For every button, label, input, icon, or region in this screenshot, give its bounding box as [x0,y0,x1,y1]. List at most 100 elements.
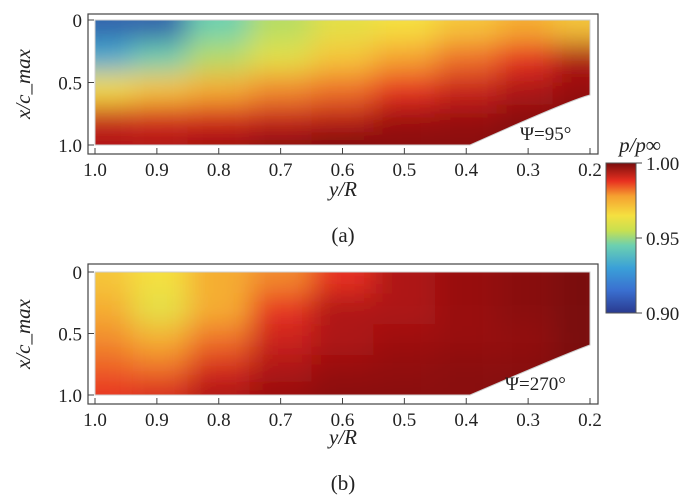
heatmap-cell [249,380,312,395]
x-tick-label: 0.5 [393,410,417,431]
y-axis-label-a: x/c_max [11,48,35,120]
x-tick-label: 0.7 [269,410,293,431]
heatmap-cell [552,20,590,42]
y-tick-label: 1.0 [58,386,82,407]
heatmap-cell [311,293,374,325]
heatmap-cell [552,73,590,105]
heatmap-cell [187,41,250,74]
heatmap-cell [249,324,312,356]
heatmap-cell [373,130,436,145]
x-tick-label: 0.9 [145,410,169,431]
heatmap-cell [497,20,553,42]
heatmap-cell [249,20,312,42]
heatmap-cell [373,41,436,74]
x-tick-label: 0.5 [393,160,417,181]
heatmap-cell [187,380,250,395]
heatmap-cell [497,41,553,74]
x-tick-label: 0.9 [145,160,169,181]
heatmap-cell [435,293,498,325]
heatmap-cell [311,20,374,42]
heatmap-cell [373,380,436,395]
heatmap-cell [435,104,498,131]
heatmap-cell [249,130,312,145]
heatmap-cell [373,73,436,105]
heatmap-cell [132,355,188,381]
heatmap-cell [373,355,436,381]
heatmap-cell [435,20,498,42]
heatmap-cell [132,73,188,105]
x-tick-label: 1.0 [83,410,107,431]
colorbar-label: p/p∞ [617,133,661,157]
heatmap-cell [311,104,374,131]
colorbar-tick-label: 0.95 [646,229,679,250]
heatmap-cell [95,41,133,74]
heatmap-cell [95,324,133,356]
x-tick-label: 0.4 [454,410,478,431]
heatmap-cell [249,272,312,294]
x-axis-label-b: y/R [327,425,357,449]
heatmap-cell [373,104,436,131]
annotation-a: Ψ=95° [520,124,571,145]
x-tick-label: 0.2 [578,160,602,181]
heatmap-cell [435,41,498,74]
heatmap-cell [249,355,312,381]
x-tick-label: 0.6 [331,160,355,181]
heatmap-cell [435,324,498,356]
heatmap-cell [552,272,590,294]
heatmap-cell [552,324,590,356]
heatmap-cell [373,272,436,294]
heatmap-cell [132,324,188,356]
heatmap-b [95,272,590,395]
colorbar-tick-label: 1.00 [646,154,679,175]
heatmap-cell [435,355,498,381]
heatmap-cell [95,380,133,395]
heatmap-cell [311,355,374,381]
heatmap-cell [95,293,133,325]
y-tick-label: 0 [73,11,83,32]
heatmap-cell [311,324,374,356]
colorbar-gradient [605,162,637,314]
heatmap-a [95,20,590,145]
panel-a: 1.0 0.9 0.8 0.7 0.6 0.5 0.4 0.3 0.2 0 0.5 1.0 Ψ=95… [11,11,602,247]
heatmap-cell [187,130,250,145]
heatmap-cell [95,104,133,131]
x-tick-label: 0.6 [331,410,355,431]
heatmap-cell [95,272,133,294]
x-tick-label: 0.8 [207,160,231,181]
x-tick-label: 0.7 [269,160,293,181]
heatmap-cell [373,293,436,325]
heatmap-cell [311,272,374,294]
heatmap-cell [187,104,250,131]
heatmap-cell [132,130,188,145]
y-ticks-a: 0 0.5 1.0 [58,11,94,157]
x-tick-label: 0.3 [516,410,540,431]
heatmap-cell [497,293,553,325]
x-tick-label: 0.2 [578,410,602,431]
heatmap-cell [132,104,188,131]
heatmap-cell [435,272,498,294]
heatmap-cell [435,73,498,105]
x-ticks-b: 1.0 0.9 0.8 0.7 0.6 0.5 0.4 0.3 0.2 [83,398,602,431]
heatmap-cell [311,41,374,74]
heatmap-cell [497,324,553,356]
y-axis-label-b: x/c_max [11,298,35,370]
x-tick-label: 0.4 [454,160,478,181]
heatmap-cell [187,293,250,325]
heatmap-cell [497,272,553,294]
heatmap-cell [373,324,436,356]
heatmap-cell [187,355,250,381]
heatmap-cell [132,380,188,395]
y-tick-label: 1.0 [58,136,82,157]
heatmap-cell [95,130,133,145]
colorbar-tick-label: 0.90 [646,304,679,325]
heatmap-cell [311,380,374,395]
heatmap-cell [132,20,188,42]
heatmap-cell [311,73,374,105]
heatmap-cell [249,293,312,325]
heatmap-cell [552,293,590,325]
heatmap-cell [187,272,250,294]
heatmap-cell [132,293,188,325]
y-ticks-b: 0 0.5 1.0 [58,263,94,407]
heatmap-cell [311,130,374,145]
panel-label-b: (b) [331,471,356,495]
